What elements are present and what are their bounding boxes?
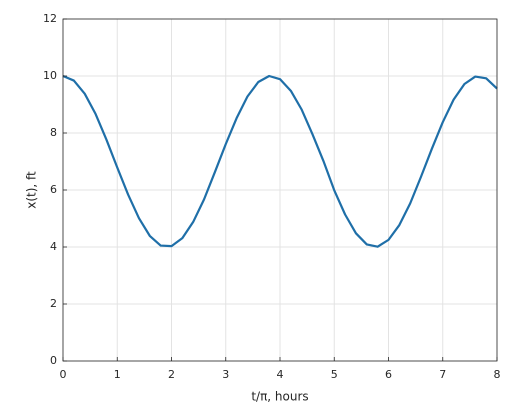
y-tick-label: 12 xyxy=(43,12,57,25)
x-tick-label: 1 xyxy=(114,368,121,381)
y-tick-label: 8 xyxy=(50,126,57,139)
y-tick-label: 10 xyxy=(43,69,57,82)
x-tick-label: 6 xyxy=(385,368,392,381)
x-tick-label: 3 xyxy=(222,368,229,381)
x-tick-label: 8 xyxy=(494,368,501,381)
x-tick-label: 2 xyxy=(168,368,175,381)
x-axis-label: t/π, hours xyxy=(251,390,308,404)
x-tick-label: 7 xyxy=(439,368,446,381)
x-tick-label: 0 xyxy=(60,368,67,381)
y-tick-label: 6 xyxy=(50,183,57,196)
y-tick-label: 4 xyxy=(50,240,57,253)
y-tick-label: 0 xyxy=(50,354,57,367)
y-tick-label: 2 xyxy=(50,297,57,310)
data-line xyxy=(62,74,498,248)
plot xyxy=(62,74,498,248)
y-axis-label: x(t), ft xyxy=(25,171,39,209)
x-tick-label: 5 xyxy=(331,368,338,381)
x-tick-label: 4 xyxy=(277,368,284,381)
